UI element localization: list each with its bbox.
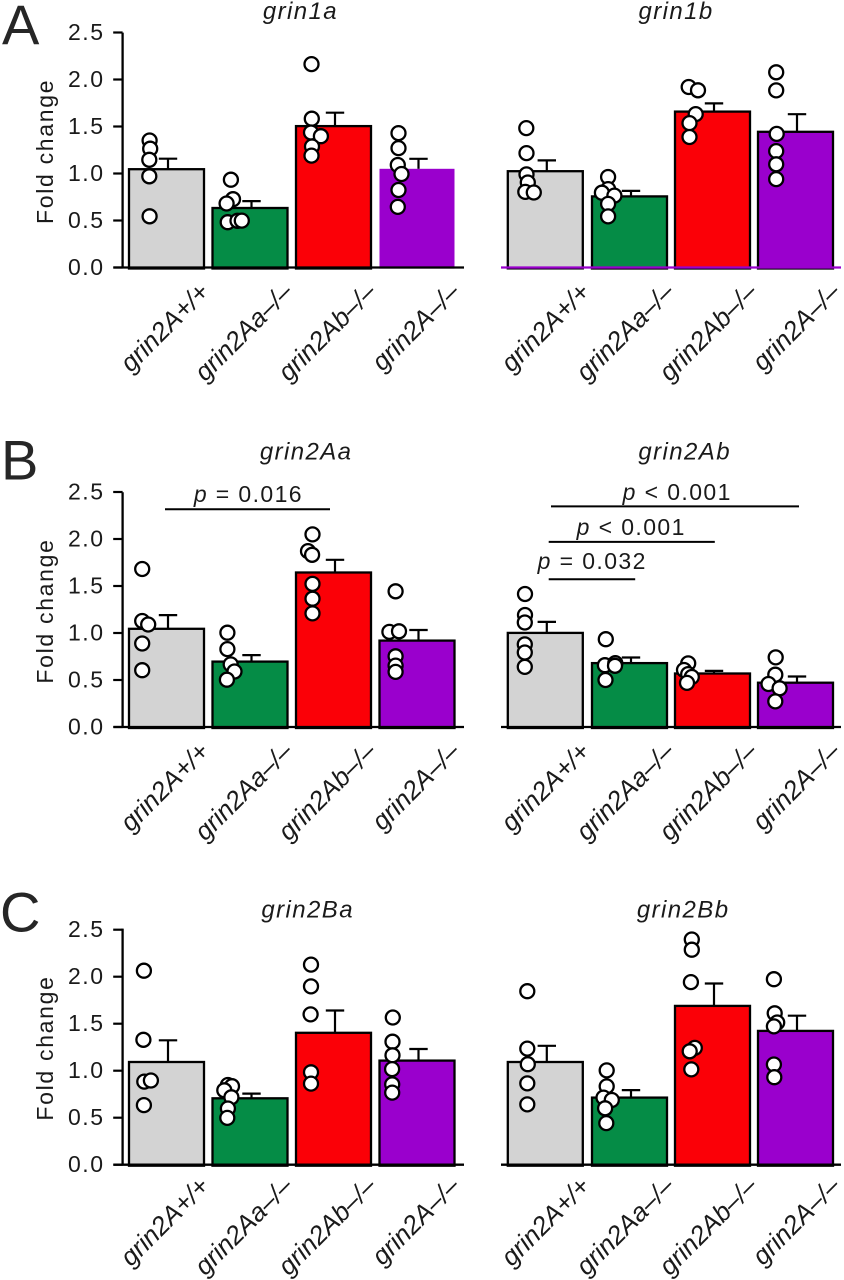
svg-text:A: A [2, 0, 40, 56]
svg-text:p = 0.032: p = 0.032 [537, 548, 647, 574]
svg-text:B: B [1, 429, 38, 492]
svg-text:1.5: 1.5 [68, 573, 104, 599]
svg-text:grin2Aa: grin2Aa [260, 439, 353, 466]
svg-text:grin1b: grin1b [639, 0, 714, 25]
svg-text:2.5: 2.5 [68, 916, 104, 942]
svg-text:Fold change: Fold change [32, 538, 58, 683]
svg-text:1.0: 1.0 [68, 620, 104, 646]
svg-text:2.5: 2.5 [68, 479, 104, 505]
svg-text:Fold change: Fold change [32, 79, 58, 224]
svg-text:0.0: 0.0 [68, 254, 104, 280]
svg-text:p = 0.016: p = 0.016 [193, 481, 303, 507]
svg-text:0.5: 0.5 [68, 207, 104, 233]
svg-text:2.0: 2.0 [68, 526, 104, 552]
svg-text:grin2Ba: grin2Ba [261, 897, 354, 924]
svg-text:0.0: 0.0 [68, 714, 104, 740]
svg-text:1.0: 1.0 [68, 160, 104, 186]
svg-text:p < 0.001: p < 0.001 [576, 514, 686, 540]
svg-text:0.0: 0.0 [68, 1151, 104, 1177]
svg-text:1.0: 1.0 [68, 1057, 104, 1083]
svg-text:1.5: 1.5 [68, 113, 104, 139]
svg-text:grin1a: grin1a [263, 0, 338, 25]
svg-text:0.5: 0.5 [68, 1104, 104, 1130]
svg-text:0.5: 0.5 [68, 667, 104, 693]
svg-text:2.5: 2.5 [68, 19, 104, 45]
svg-text:C: C [0, 881, 40, 944]
svg-text:grin2Bb: grin2Bb [637, 897, 730, 924]
svg-text:2.0: 2.0 [68, 963, 104, 989]
svg-text:2.0: 2.0 [68, 66, 104, 92]
svg-text:Fold change: Fold change [32, 975, 58, 1120]
svg-text:1.5: 1.5 [68, 1010, 104, 1036]
svg-text:p < 0.001: p < 0.001 [622, 479, 732, 505]
svg-text:grin2Ab: grin2Ab [638, 439, 731, 466]
